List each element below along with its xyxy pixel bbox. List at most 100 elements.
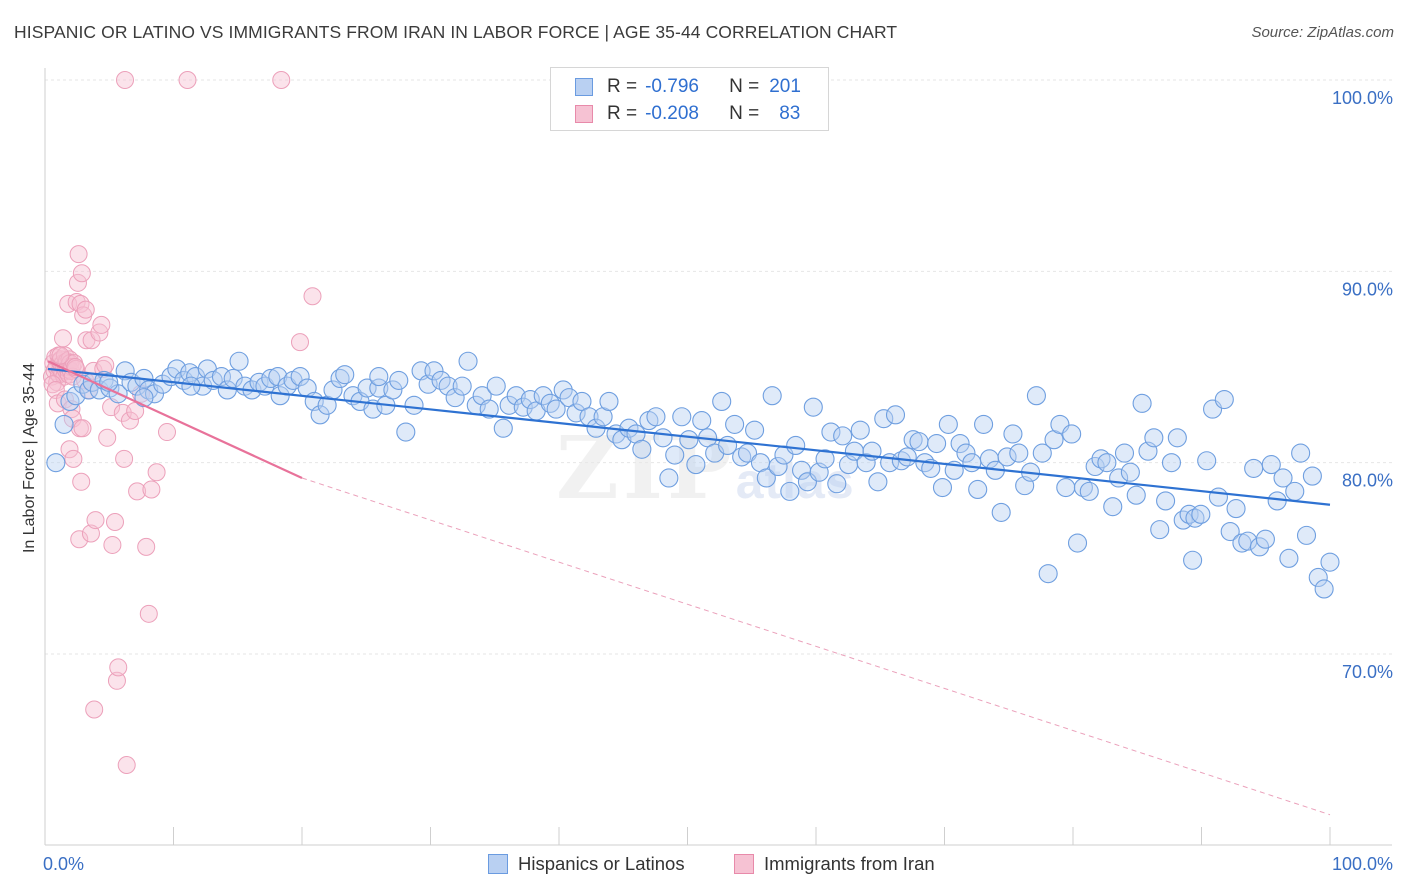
hispanic-point (1062, 424, 1082, 444)
legend-n-value: 201 (769, 76, 801, 97)
iran-point (158, 423, 176, 442)
iran-point (291, 333, 309, 352)
legend-r-value: -0.796 (645, 76, 699, 97)
legend-swatch-pink (575, 105, 593, 123)
iran-point (68, 273, 87, 292)
hispanic-point (54, 414, 74, 434)
bottom-legend-label: Immigrants from Iran (764, 853, 935, 874)
hispanic-point (506, 386, 526, 406)
hispanic-point (1220, 521, 1240, 542)
hispanic-point (1191, 504, 1211, 524)
hispanic-point (1132, 393, 1152, 413)
hispanic-point (424, 361, 444, 381)
legend-n-label: N = (729, 103, 760, 124)
hispanic-point (1183, 550, 1203, 570)
hispanic-point (1144, 428, 1164, 448)
hispanic-point (1003, 424, 1023, 444)
hispanic-point (780, 481, 800, 501)
hispanic-point (383, 380, 403, 400)
iran-point (51, 346, 70, 365)
hispanic-point (679, 430, 699, 450)
hispanic-point (566, 403, 586, 423)
hispanic-point (167, 359, 187, 379)
iran-point (103, 535, 122, 554)
iran-point (92, 315, 111, 334)
hispanic-point (712, 391, 732, 411)
iran-point (178, 71, 197, 89)
iran-point (107, 671, 126, 690)
iran-point (115, 449, 134, 468)
tick-labels: 70.0% 80.0% 90.0% 100.0% 0.0% 100.0% (43, 88, 1393, 874)
hispanic-point (927, 433, 947, 454)
chart-title: HISPANIC OR LATINO VS IMMIGRANTS FROM IR… (14, 22, 898, 42)
iran-point (109, 658, 128, 677)
legend-swatch-blue (575, 78, 593, 96)
hispanic-point (1038, 564, 1058, 584)
hispanic-point (533, 386, 553, 406)
hispanic-point (968, 479, 988, 500)
hispanic-point (938, 414, 958, 434)
hispanic-point (1150, 520, 1170, 540)
hispanic-point (438, 376, 458, 396)
hispanic-point (1197, 451, 1217, 471)
bottom-legend-hispanic: Hispanics or Latinos (488, 851, 685, 877)
iran-point (70, 530, 89, 549)
hispanic-point (540, 393, 560, 413)
hispanic-point (486, 376, 506, 396)
hispanic-point (768, 456, 788, 477)
hispanic-point (1009, 443, 1029, 463)
hispanic-point (599, 391, 619, 411)
hispanic-point (725, 414, 745, 434)
hispanic-point (553, 380, 573, 400)
y-tick-label: 70.0% (1342, 662, 1393, 682)
source-credit: Source: ZipAtlas.com (1251, 24, 1394, 41)
hispanic-point (389, 370, 409, 390)
hispanic-point (850, 420, 870, 440)
hispanic-point (897, 447, 917, 467)
hispanic-point (632, 439, 652, 459)
hispanic-point (1085, 456, 1105, 477)
iran-trend-extension (301, 477, 1331, 816)
trend-lines (47, 360, 1331, 816)
legend-r-value: -0.208 (645, 103, 699, 124)
iran-point (117, 755, 136, 774)
legend-n-value: 83 (779, 103, 801, 124)
iran-point (60, 440, 79, 459)
hispanic-point (499, 395, 519, 415)
hispanic-point (732, 447, 752, 467)
hispanic-point (181, 376, 201, 396)
hispanic-point (659, 468, 679, 488)
hispanic-point (950, 433, 970, 454)
y-tick-label: 90.0% (1342, 279, 1393, 299)
hispanic-point (932, 477, 953, 498)
hispanic-point (134, 388, 154, 408)
iran-point (120, 411, 139, 430)
iran-point (73, 419, 92, 438)
hispanic-point (369, 367, 389, 387)
hispanic-point (1026, 386, 1046, 406)
hispanic-point (1114, 443, 1135, 463)
y-tick-label: 100.0% (1332, 88, 1393, 108)
bottom-swatch-blue (488, 854, 508, 874)
hispanic-point (1173, 510, 1193, 530)
hispanic-point (1244, 458, 1264, 478)
hispanic-point (310, 405, 330, 425)
hispanic-point (962, 453, 982, 473)
iran-point (116, 71, 134, 89)
hispanic-point (261, 368, 281, 389)
hispanic-point (874, 409, 894, 429)
hispanic-point (60, 391, 80, 411)
hispanic-point (756, 468, 776, 488)
hispanic-point (445, 388, 465, 408)
hispanic-point (991, 502, 1011, 522)
hispanic-point (803, 397, 823, 417)
hispanic-point (974, 414, 994, 434)
legend-r-label: R = (607, 76, 638, 97)
hispanic-point (229, 351, 249, 371)
bottom-swatch-pink (734, 854, 754, 874)
watermark-zip: ZIP (556, 418, 736, 519)
hispanic-point (1296, 525, 1317, 545)
iran-point (43, 375, 62, 394)
hispanic-point (115, 361, 135, 381)
hispanic-point (762, 386, 782, 406)
